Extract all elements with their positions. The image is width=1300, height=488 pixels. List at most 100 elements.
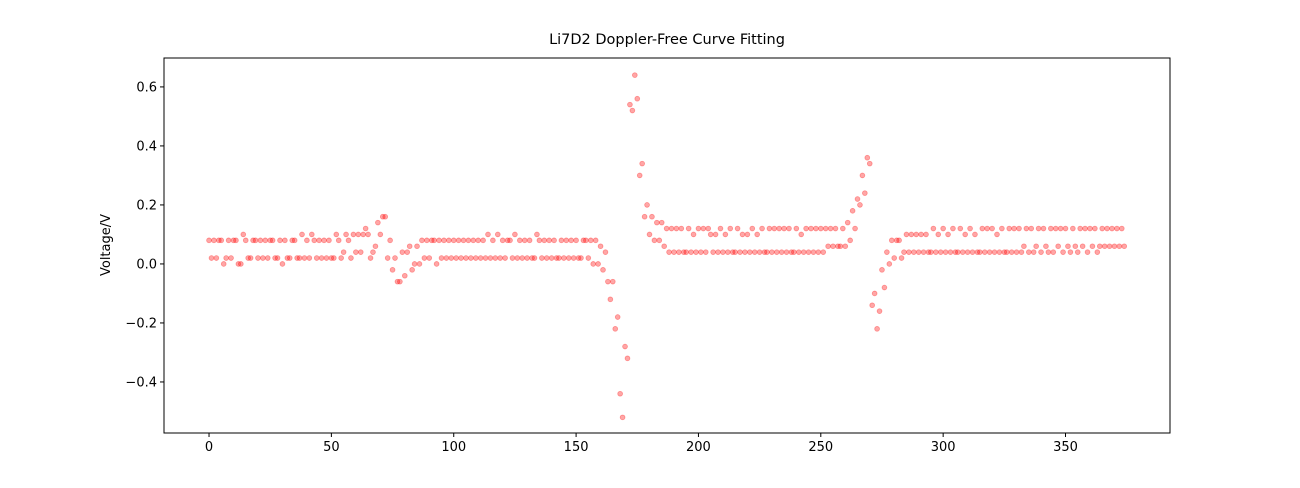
point <box>705 225 712 232</box>
point <box>355 231 362 238</box>
point <box>362 225 369 232</box>
point <box>862 190 868 196</box>
point <box>722 231 729 238</box>
point <box>551 237 557 244</box>
point <box>918 231 924 238</box>
x-tick-label: 50 <box>323 440 340 455</box>
point <box>409 267 415 273</box>
point <box>433 261 440 267</box>
point <box>602 249 609 255</box>
point <box>252 237 259 244</box>
point <box>492 255 499 261</box>
point <box>1111 243 1118 250</box>
point <box>771 225 778 232</box>
point <box>211 237 217 244</box>
point <box>651 237 658 244</box>
point <box>619 414 626 421</box>
point <box>991 249 998 255</box>
point <box>277 237 283 244</box>
point <box>1052 225 1059 232</box>
point <box>715 249 721 255</box>
point <box>614 314 621 320</box>
y-tick-label: 0.0 <box>136 257 157 272</box>
point <box>1045 249 1052 255</box>
point <box>1060 249 1066 255</box>
point <box>1038 249 1044 255</box>
point <box>617 390 623 397</box>
point <box>788 249 795 255</box>
point <box>340 249 347 255</box>
point <box>318 255 325 261</box>
point <box>832 225 839 232</box>
point <box>805 249 812 255</box>
point <box>561 255 567 261</box>
point <box>798 231 805 238</box>
point <box>979 225 986 232</box>
point <box>668 225 675 232</box>
point <box>859 172 866 179</box>
point <box>1082 225 1088 232</box>
point <box>218 237 225 244</box>
point <box>972 231 978 238</box>
point <box>250 237 256 244</box>
point <box>313 255 320 261</box>
point <box>974 249 981 255</box>
point <box>605 278 611 285</box>
point <box>725 249 731 255</box>
point <box>962 231 968 238</box>
point <box>529 255 535 261</box>
point <box>595 261 601 267</box>
point <box>514 255 521 261</box>
point <box>1040 225 1047 232</box>
point <box>808 225 814 232</box>
point <box>326 237 332 244</box>
point <box>470 237 477 244</box>
point <box>950 225 956 232</box>
point <box>453 255 459 261</box>
point <box>428 237 435 244</box>
point <box>419 237 425 244</box>
point <box>541 237 548 244</box>
point <box>680 249 687 255</box>
point <box>903 231 910 238</box>
point <box>1055 243 1061 250</box>
point <box>509 255 516 261</box>
point <box>1114 225 1120 232</box>
point <box>1028 225 1035 232</box>
point <box>497 255 504 261</box>
point <box>739 231 746 238</box>
point <box>228 255 234 261</box>
plot-frame <box>163 57 1171 434</box>
point <box>309 231 315 238</box>
point <box>769 249 775 255</box>
point <box>446 237 452 244</box>
point <box>426 255 433 261</box>
point <box>597 243 604 250</box>
point <box>671 249 677 255</box>
point <box>382 213 389 220</box>
point <box>570 255 577 261</box>
point <box>345 237 352 244</box>
point <box>321 237 327 244</box>
point <box>981 249 988 255</box>
point <box>781 225 787 232</box>
point <box>959 249 966 255</box>
y-axis-label: Voltage/V <box>99 214 114 276</box>
point <box>942 249 949 255</box>
point <box>563 237 570 244</box>
point <box>1021 243 1027 250</box>
point <box>842 243 849 250</box>
point <box>910 249 917 255</box>
point <box>783 249 790 255</box>
point <box>901 249 907 255</box>
point <box>1096 243 1103 250</box>
point <box>852 225 858 232</box>
point <box>786 225 792 232</box>
point <box>1118 225 1125 232</box>
point <box>964 249 971 255</box>
point <box>575 255 582 261</box>
point <box>930 225 937 232</box>
point <box>387 237 393 244</box>
point <box>766 225 773 232</box>
point <box>536 237 543 244</box>
